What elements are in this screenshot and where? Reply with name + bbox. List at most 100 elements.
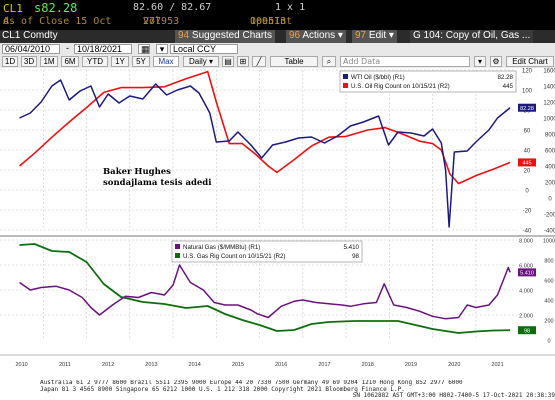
x-tick-label: 2012: [102, 362, 114, 368]
chart-grid: [0, 69, 555, 340]
y1-tick-label: 6.000: [519, 264, 533, 270]
as-of-text: As of Close 15 Oct: [3, 16, 112, 27]
chart-type-icon[interactable]: ▤: [222, 56, 234, 67]
legend-label: U.S. Oil Rig Count on 10/15/21 (R2): [351, 83, 450, 90]
y2-tick-label: 600: [544, 279, 553, 285]
y2-tick-label: 600: [545, 149, 555, 155]
zoom-icon[interactable]: ⌕: [322, 56, 336, 67]
legend-swatch: [175, 244, 180, 249]
annotation-line-2: sondajlama tesis adedi: [103, 178, 212, 188]
security-header: CL1 s82.28 82.60 / 82.67 1 x 1 As of Clo…: [0, 0, 555, 30]
range-5y-button[interactable]: 5Y: [132, 56, 150, 67]
actions-number: 96: [289, 30, 301, 41]
range-1m-button[interactable]: 1M: [40, 56, 58, 67]
open-interest-value: 109513: [250, 16, 287, 27]
line-tool-icon[interactable]: ╱: [252, 56, 266, 67]
legend-label: Natural Gas ($/MMBtu) (R1): [183, 244, 260, 251]
x-tick-label: 2013: [145, 362, 157, 368]
currency-dropdown-icon[interactable]: ▾: [156, 44, 168, 54]
end-date-input[interactable]: 10/18/2021: [74, 44, 132, 54]
y2-tick-label: -200: [544, 213, 555, 219]
annotation-input[interactable]: Add Data: [340, 56, 470, 67]
y2-tick-label: -400: [544, 229, 555, 235]
edit-label: Edit ▾: [368, 30, 394, 41]
oil-rig-last-tag: 445: [522, 161, 531, 167]
wti-last-tag-bg: [518, 103, 536, 112]
legend-value: 445: [503, 83, 514, 90]
gas-rig-last-tag-bg: [518, 326, 536, 335]
annotation-dropdown-icon[interactable]: ▾: [474, 56, 486, 67]
footer-line-1: Australia 61 2 9777 8600 Brazil 5511 239…: [40, 380, 463, 386]
price-chart[interactable]: -40-20020406080100120-400-20002004006008…: [0, 68, 555, 400]
y2-tick-label: 1000: [543, 239, 555, 245]
y1-tick-label: 20: [524, 169, 531, 175]
edit-chart-button[interactable]: Edit Chart: [506, 56, 554, 67]
menu-bar: CL1 Comdty 94 Suggested Charts 96 Action…: [0, 30, 555, 43]
x-tick-label: 2020: [448, 362, 460, 368]
y2-tick-label: 1600: [543, 69, 555, 75]
range-ytd-button[interactable]: YTD: [82, 56, 108, 67]
bloomberg-footer: Australia 61 2 9777 8600 Brazil 5511 239…: [40, 380, 555, 400]
compare-icon[interactable]: ⊞: [237, 56, 249, 67]
y1-tick-label: 120: [522, 69, 533, 75]
actions-menu[interactable]: 96 Actions ▾: [286, 30, 346, 43]
legend-swatch: [343, 74, 348, 79]
x-tick-label: 2010: [16, 362, 28, 368]
y1-tick-label: 60: [524, 129, 531, 135]
x-tick-label: 2015: [232, 362, 244, 368]
range-1d-button[interactable]: 1D: [2, 56, 18, 67]
currency-select[interactable]: Local CCY: [170, 44, 238, 54]
ticker-field[interactable]: CL1 Comdty: [2, 30, 58, 41]
legend-swatch: [343, 83, 348, 88]
y2-tick-label: 400: [544, 299, 553, 305]
y2-tick-label: 800: [544, 259, 553, 265]
y1-tick-label: 40: [524, 149, 531, 155]
y2-tick-label: 400: [545, 165, 555, 171]
natural-gas-line: [19, 264, 511, 320]
actions-label: Actions ▾: [302, 30, 343, 41]
x-tick-label: 2018: [362, 362, 374, 368]
footer-line-2: Japan 81 3 4565 8900 Singapore 65 6212 1…: [40, 385, 405, 393]
x-tick-label: 2017: [318, 362, 330, 368]
table-button[interactable]: Table: [270, 56, 318, 67]
y2-tick-label: 800: [545, 133, 555, 139]
range-max-button[interactable]: Max: [153, 56, 179, 67]
edit-number: 97: [355, 30, 367, 41]
suggested-charts-label: Suggested Charts: [191, 30, 272, 41]
calendar-icon[interactable]: ▦: [138, 44, 150, 54]
y1-tick-label: -40: [523, 229, 532, 235]
y2-tick-label: 0: [548, 197, 552, 203]
legend-label: WTI Oil ($/bbl) (R1): [351, 74, 405, 81]
chart-legends: WTI Oil ($/bbl) (R1) 82.28 U.S. Oil Rig Co…: [171, 70, 517, 263]
y1-tick-label: 0: [525, 189, 529, 195]
edit-menu[interactable]: 97 Edit ▾: [352, 30, 397, 43]
y2-tick-label: 200: [545, 181, 555, 187]
last-price: s82.28: [34, 1, 78, 15]
edit-chart-label: Edit Chart: [512, 57, 548, 66]
annotation-line-1: Baker Hughes: [103, 167, 171, 177]
legend-swatch: [175, 253, 180, 258]
legend-label: U.S. Gas Rig Count on 10/15/21 (R2): [183, 253, 286, 260]
y1-tick-label: 100: [522, 89, 533, 95]
period-select[interactable]: Daily ▾: [183, 56, 219, 67]
gas-rig-count-line: [19, 243, 511, 334]
y1-tick-label: 2.000: [519, 314, 533, 320]
y2-tick-label: 1200: [543, 101, 555, 107]
suggested-charts-button[interactable]: 94 Suggested Charts: [175, 30, 275, 43]
y1-tick-label: -20: [523, 209, 532, 215]
gas-legend: Natural Gas ($/MMBtu) (R1) 5.410 U.S. Gas …: [171, 240, 363, 263]
range-3d-button[interactable]: 3D: [21, 56, 37, 67]
x-tick-label: 2019: [405, 362, 417, 368]
y2-tick-label: 200: [544, 319, 553, 325]
legend-value: 5.410: [344, 244, 360, 251]
y1-tick-label: 4.000: [519, 289, 533, 295]
start-date-input[interactable]: 06/04/2010: [2, 44, 60, 54]
chart-title[interactable]: G 104: Copy of Oil, Gas ...: [410, 30, 534, 43]
range-1y-button[interactable]: 1Y: [111, 56, 129, 67]
oil-legend-box: [339, 70, 517, 93]
y2-tick-label: 1000: [543, 117, 555, 123]
settings-icon[interactable]: ⚙: [490, 56, 502, 67]
range-6m-button[interactable]: 6M: [61, 56, 79, 67]
x-tick-label: 2014: [189, 362, 201, 368]
chart-series: [18, 70, 511, 334]
